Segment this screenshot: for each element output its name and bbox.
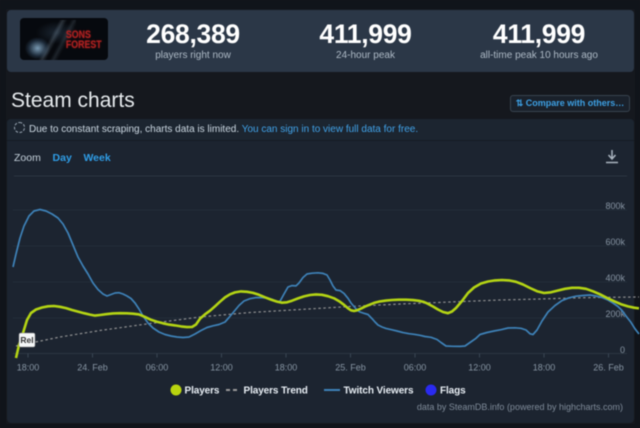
svg-text:06:00: 06:00 <box>404 363 427 373</box>
svg-text:600k: 600k <box>605 237 625 247</box>
svg-text:18:00: 18:00 <box>533 363 556 373</box>
svg-text:Players Trend: Players Trend <box>244 386 308 397</box>
svg-text:800k: 800k <box>605 201 625 211</box>
svg-text:Twitch Viewers: Twitch Viewers <box>344 386 414 397</box>
svg-text:18:00: 18:00 <box>17 363 40 373</box>
svg-text:Players: Players <box>185 386 220 397</box>
svg-text:200k: 200k <box>605 309 625 319</box>
svg-text:26. Feb: 26. Feb <box>593 363 624 373</box>
svg-text:0: 0 <box>620 345 625 355</box>
svg-text:06:00: 06:00 <box>146 363 169 373</box>
svg-text:data by SteamDB.info (powered: data by SteamDB.info (powered by highcha… <box>417 402 623 412</box>
svg-text:24. Feb: 24. Feb <box>77 363 108 373</box>
svg-text:12:00: 12:00 <box>468 363 491 373</box>
svg-text:25. Feb: 25. Feb <box>335 363 366 373</box>
svg-text:Flags: Flags <box>440 386 466 397</box>
svg-text:400k: 400k <box>605 273 625 283</box>
svg-text:Rel: Rel <box>20 335 33 345</box>
svg-text:12:00: 12:00 <box>210 363 233 373</box>
svg-text:18:00: 18:00 <box>275 363 298 373</box>
